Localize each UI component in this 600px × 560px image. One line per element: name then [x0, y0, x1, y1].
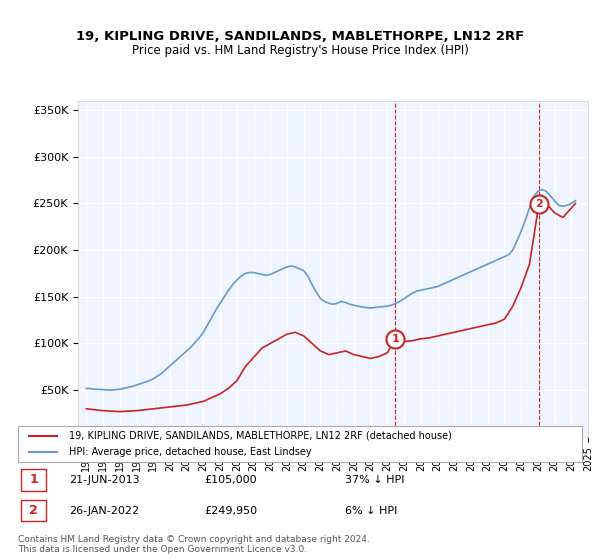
Text: £105,000: £105,000 — [204, 475, 257, 485]
Text: 1: 1 — [391, 334, 399, 344]
Text: 37% ↓ HPI: 37% ↓ HPI — [345, 475, 404, 485]
Text: Price paid vs. HM Land Registry's House Price Index (HPI): Price paid vs. HM Land Registry's House … — [131, 44, 469, 57]
Text: 2: 2 — [535, 198, 543, 208]
FancyBboxPatch shape — [21, 469, 46, 491]
Text: 19, KIPLING DRIVE, SANDILANDS, MABLETHORPE, LN12 2RF: 19, KIPLING DRIVE, SANDILANDS, MABLETHOR… — [76, 30, 524, 43]
Text: 6% ↓ HPI: 6% ↓ HPI — [345, 506, 397, 516]
Text: 1: 1 — [29, 473, 38, 487]
Text: Contains HM Land Registry data © Crown copyright and database right 2024.
This d: Contains HM Land Registry data © Crown c… — [18, 535, 370, 554]
Text: 2: 2 — [29, 504, 38, 517]
FancyBboxPatch shape — [21, 500, 46, 521]
Text: 21-JUN-2013: 21-JUN-2013 — [69, 475, 139, 485]
Text: £249,950: £249,950 — [204, 506, 257, 516]
Text: HPI: Average price, detached house, East Lindsey: HPI: Average price, detached house, East… — [69, 447, 311, 457]
Text: 19, KIPLING DRIVE, SANDILANDS, MABLETHORPE, LN12 2RF (detached house): 19, KIPLING DRIVE, SANDILANDS, MABLETHOR… — [69, 431, 452, 441]
Text: 26-JAN-2022: 26-JAN-2022 — [69, 506, 139, 516]
